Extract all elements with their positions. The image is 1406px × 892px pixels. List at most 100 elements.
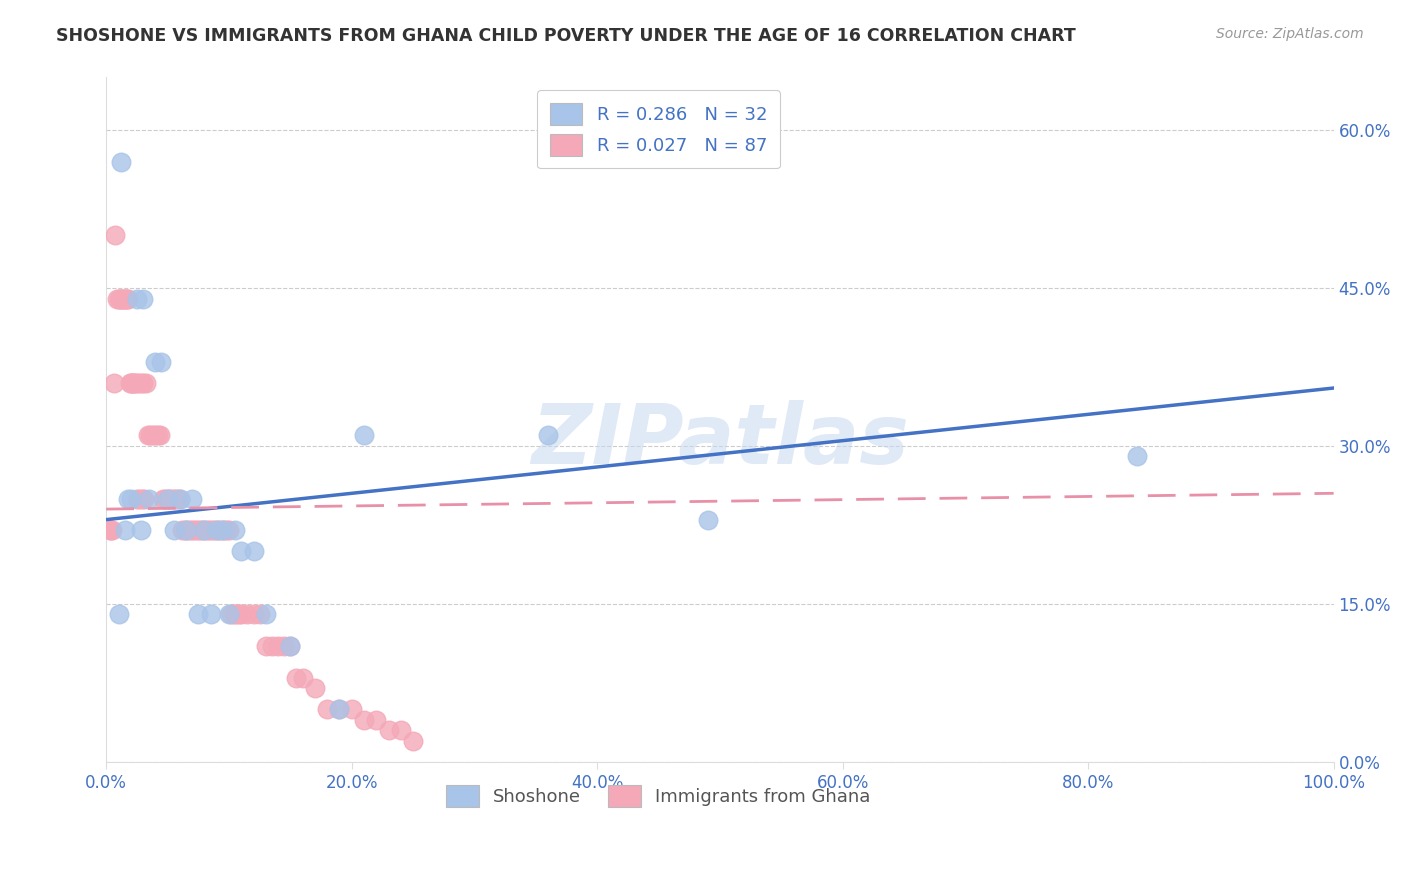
Point	[136, 428, 159, 442]
Point	[231, 544, 253, 558]
Point	[254, 639, 277, 653]
Point	[117, 491, 139, 506]
Point	[138, 491, 160, 506]
Point	[328, 702, 350, 716]
Point	[115, 292, 138, 306]
Point	[696, 513, 718, 527]
Point	[200, 607, 222, 622]
Point	[291, 671, 314, 685]
Point	[128, 491, 150, 506]
Point	[221, 607, 243, 622]
Point	[205, 523, 228, 537]
Point	[188, 523, 211, 537]
Point	[127, 376, 149, 390]
Point	[149, 428, 172, 442]
Point	[129, 376, 152, 390]
Point	[205, 523, 228, 537]
Point	[389, 723, 412, 738]
Point	[328, 702, 350, 716]
Point	[316, 702, 339, 716]
Point	[118, 376, 141, 390]
Point	[104, 228, 127, 243]
Point	[366, 713, 388, 727]
Point	[139, 428, 162, 442]
Point	[114, 292, 136, 306]
Point	[224, 523, 246, 537]
Point	[176, 523, 198, 537]
Point	[110, 154, 132, 169]
Point	[285, 671, 308, 685]
Point	[143, 428, 166, 442]
Point	[111, 292, 134, 306]
Point	[101, 523, 124, 537]
Point	[187, 607, 209, 622]
Point	[172, 523, 194, 537]
Point	[201, 523, 224, 537]
Text: SHOSHONE VS IMMIGRANTS FROM GHANA CHILD POVERTY UNDER THE AGE OF 16 CORRELATION : SHOSHONE VS IMMIGRANTS FROM GHANA CHILD …	[56, 27, 1076, 45]
Point	[242, 607, 264, 622]
Point	[125, 292, 148, 306]
Point	[231, 607, 253, 622]
Point	[353, 713, 375, 727]
Point	[110, 292, 132, 306]
Point	[120, 491, 142, 506]
Point	[115, 292, 138, 306]
Point	[537, 428, 560, 442]
Point	[143, 354, 166, 368]
Point	[183, 523, 205, 537]
Point	[193, 523, 215, 537]
Point	[100, 523, 122, 537]
Point	[273, 639, 295, 653]
Text: Source: ZipAtlas.com: Source: ZipAtlas.com	[1216, 27, 1364, 41]
Point	[179, 523, 201, 537]
Point	[124, 376, 146, 390]
Point	[107, 607, 129, 622]
Point	[218, 523, 240, 537]
Point	[228, 607, 250, 622]
Point	[146, 428, 169, 442]
Point	[125, 376, 148, 390]
Point	[114, 523, 136, 537]
Point	[1126, 450, 1149, 464]
Point	[122, 376, 145, 390]
Point	[236, 607, 259, 622]
Point	[132, 292, 155, 306]
Point	[166, 491, 188, 506]
Legend: Shoshone, Immigrants from Ghana: Shoshone, Immigrants from Ghana	[439, 778, 877, 814]
Point	[117, 292, 139, 306]
Point	[142, 428, 165, 442]
Point	[222, 607, 245, 622]
Point	[169, 491, 191, 506]
Point	[163, 491, 186, 506]
Point	[402, 733, 425, 747]
Point	[218, 607, 240, 622]
Point	[211, 523, 233, 537]
Point	[131, 491, 153, 506]
Point	[340, 702, 363, 716]
Point	[163, 523, 186, 537]
Point	[195, 523, 218, 537]
Point	[107, 292, 129, 306]
Point	[153, 491, 176, 506]
Point	[159, 491, 181, 506]
Point	[173, 523, 195, 537]
Point	[198, 523, 221, 537]
Point	[129, 523, 152, 537]
Point	[121, 376, 143, 390]
Point	[169, 491, 191, 506]
Point	[150, 354, 173, 368]
Point	[225, 607, 247, 622]
Point	[152, 491, 174, 506]
Point	[280, 639, 302, 653]
Point	[174, 523, 197, 537]
Point	[304, 681, 326, 695]
Point	[249, 607, 271, 622]
Point	[208, 523, 231, 537]
Point	[254, 607, 277, 622]
Point	[353, 428, 375, 442]
Text: ZIPatlas: ZIPatlas	[531, 400, 908, 481]
Point	[98, 523, 121, 537]
Point	[186, 523, 208, 537]
Point	[202, 523, 225, 537]
Point	[108, 292, 131, 306]
